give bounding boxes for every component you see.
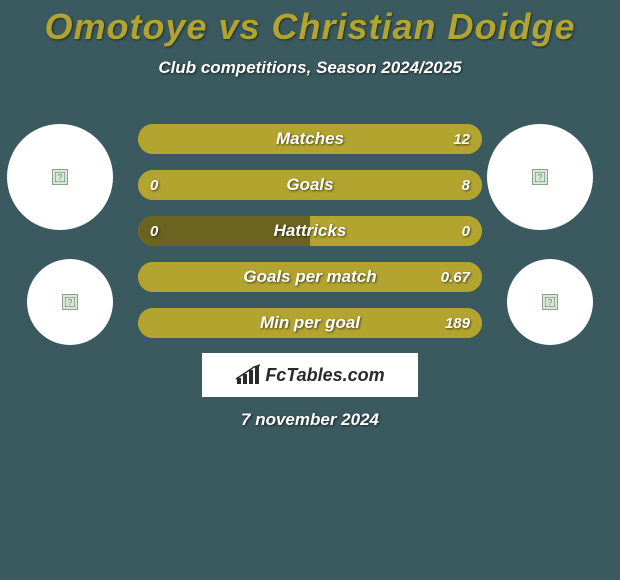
team-left-logo: ?: [27, 259, 113, 345]
date-text: 7 november 2024: [0, 410, 620, 430]
stat-bar: Min per goal189: [138, 308, 482, 338]
subtitle: Club competitions, Season 2024/2025: [0, 58, 620, 78]
brand-text: FcTables.com: [265, 365, 384, 386]
stat-bar: Matches12: [138, 124, 482, 154]
stat-bar-label: Goals per match: [138, 262, 482, 292]
team-right-logo: ?: [507, 259, 593, 345]
image-placeholder-icon: ?: [52, 169, 68, 185]
page-title: Omotoye vs Christian Doidge: [0, 0, 620, 48]
stat-bar-label: Goals: [138, 170, 482, 200]
stat-bar-value-left: 0: [150, 170, 158, 200]
stat-bar-value-right: 0: [462, 216, 470, 246]
player-right-photo: ?: [487, 124, 593, 230]
brand-box: FcTables.com: [202, 353, 418, 397]
stat-bar-label: Matches: [138, 124, 482, 154]
stat-bar-value-right: 0.67: [441, 262, 470, 292]
stat-bar: Goals per match0.67: [138, 262, 482, 292]
svg-text:?: ?: [58, 173, 63, 182]
image-placeholder-icon: ?: [542, 294, 558, 310]
stat-bar-value-right: 12: [453, 124, 470, 154]
stat-bar-value-right: 8: [462, 170, 470, 200]
svg-text:?: ?: [68, 298, 73, 307]
comparison-infographic: Omotoye vs Christian Doidge Club competi…: [0, 0, 620, 580]
stats-bars: Matches12Goals08Hattricks00Goals per mat…: [138, 124, 482, 354]
stat-bar-label: Hattricks: [138, 216, 482, 246]
bar-chart-icon: [235, 364, 261, 386]
player-left-photo: ?: [7, 124, 113, 230]
image-placeholder-icon: ?: [532, 169, 548, 185]
stat-bar-label: Min per goal: [138, 308, 482, 338]
stat-bar-value-right: 189: [445, 308, 470, 338]
svg-text:?: ?: [538, 173, 543, 182]
stat-bar: Hattricks0 0: [138, 216, 482, 246]
stat-bar: Goals0 8: [138, 170, 482, 200]
svg-text:?: ?: [548, 298, 553, 307]
stat-bar-value-left: 0: [150, 216, 158, 246]
image-placeholder-icon: ?: [62, 294, 78, 310]
